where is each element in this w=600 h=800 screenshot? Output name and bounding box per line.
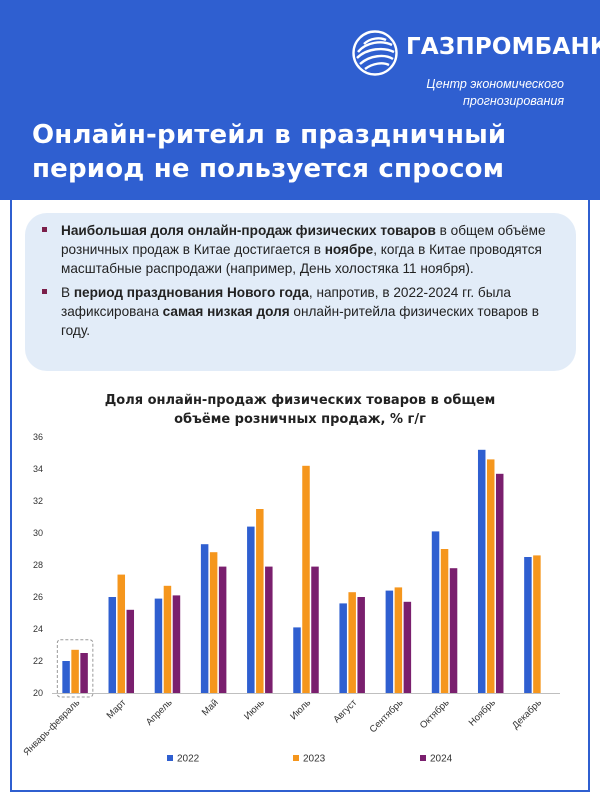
bar-2024 (403, 601, 412, 693)
note-item: Наибольшая доля онлайн-продаж физических… (39, 221, 562, 278)
brand-subtitle: Центр экономического прогнозирования (364, 76, 564, 110)
bar-2023 (256, 509, 264, 693)
bar-2023 (533, 555, 541, 693)
legend-swatch (167, 755, 173, 761)
bar-2023 (163, 585, 172, 693)
bar-2023 (440, 549, 449, 693)
bar-2022 (247, 526, 255, 693)
legend-swatch (420, 755, 426, 761)
legend-label: 2022 (177, 754, 200, 765)
note-text: В (61, 285, 74, 300)
bar-2024 (126, 609, 135, 693)
x-tick-label: Октябрь (418, 697, 452, 731)
x-tick-label: Август (331, 697, 359, 725)
x-tick-label: Июль (288, 697, 313, 722)
bar-2024 (495, 473, 504, 693)
legend-label: 2023 (303, 754, 326, 765)
bar-2022 (108, 597, 117, 693)
bar-2024 (357, 597, 365, 693)
bar-2023 (209, 552, 218, 693)
bar-2023 (302, 465, 310, 693)
bar-2023 (348, 592, 356, 693)
bullet-square-icon (42, 227, 47, 232)
x-tick-label: Ноябрь (467, 697, 498, 728)
chart-title-line2: объёме розничных продаж, % г/г (174, 412, 426, 427)
bar-2023 (394, 587, 403, 693)
y-tick-label: 32 (33, 496, 43, 506)
note-bold: самая низкая доля (162, 304, 290, 319)
bar-2022 (293, 627, 301, 693)
bar-2023 (71, 649, 79, 693)
note-text: , когда в Китае проводятся масштабные ра… (61, 242, 542, 276)
chart-title: Доля онлайн-продаж физических товаров в … (50, 391, 550, 429)
content-frame (10, 196, 590, 792)
x-tick-label: Июнь (242, 697, 267, 722)
header-banner: ГАЗПРОМБАНК Центр экономического прогноз… (0, 0, 600, 200)
y-tick-label: 22 (33, 656, 43, 666)
bar-2022 (62, 661, 70, 693)
note-bold: период празднования Нового года (73, 285, 309, 300)
page-title-line2: период не пользуется спросом (32, 154, 505, 184)
bar-2022 (154, 598, 163, 693)
chart-title-line1: Доля онлайн-продаж физических товаров в … (104, 393, 496, 408)
y-tick-label: 30 (33, 528, 43, 538)
bar-2023 (486, 459, 495, 693)
page-title: Онлайн-ритейл в праздничный период не по… (32, 118, 572, 186)
note-text: в общем объёме розничных продаж в Китае … (61, 223, 546, 257)
note-text: , напротив, в 2022-2024 гг. была зафикси… (61, 285, 511, 319)
brand-name: ГАЗПРОМБАНК (406, 34, 600, 60)
y-tick-label: 28 (33, 560, 43, 570)
globe-logo-icon (352, 30, 398, 76)
bar-2022 (385, 590, 394, 693)
y-tick-label: 24 (33, 624, 43, 634)
note-item: В период празднования Нового года, напро… (39, 283, 562, 340)
page-title-line1: Онлайн-ритейл в праздничный (32, 120, 507, 150)
x-tick-label: Январь-февраль (21, 697, 82, 758)
y-tick-label: 36 (33, 432, 43, 442)
brand-subtitle-line1: Центр экономического (426, 77, 564, 91)
x-tick-label: Май (200, 697, 221, 718)
note-text: онлайн-ритейла физических товаров в году… (61, 304, 540, 338)
bar-2024 (265, 566, 273, 693)
x-tick-label: Декабрь (510, 697, 544, 731)
bar-2023 (117, 574, 126, 693)
bar-2022 (431, 531, 440, 693)
bullet-square-icon (42, 289, 47, 294)
y-tick-label: 26 (33, 592, 43, 602)
brand-subtitle-line2: прогнозирования (462, 94, 564, 108)
bar-2024 (80, 653, 88, 693)
legend-swatch (293, 755, 299, 761)
bar-2022 (524, 557, 532, 693)
bar-2022 (200, 544, 209, 693)
x-tick-label: Сентябрь (368, 697, 406, 735)
bar-2022 (477, 449, 486, 693)
legend-label: 2024 (430, 754, 453, 765)
x-tick-label: Март (105, 697, 129, 721)
x-tick-label: Апрель (144, 697, 175, 728)
bar-2022 (339, 603, 347, 693)
bar-2024 (218, 566, 227, 693)
note-bold: ноябре (324, 242, 374, 257)
bar-2024 (311, 566, 319, 693)
y-tick-label: 34 (33, 464, 43, 474)
bar-2024 (172, 595, 181, 693)
notes-box: Наибольшая доля онлайн-продаж физических… (25, 213, 576, 371)
note-bold: Наибольшая доля онлайн-продаж физических… (61, 223, 436, 238)
bar-2024 (449, 568, 458, 693)
y-tick-label: 20 (33, 688, 43, 698)
